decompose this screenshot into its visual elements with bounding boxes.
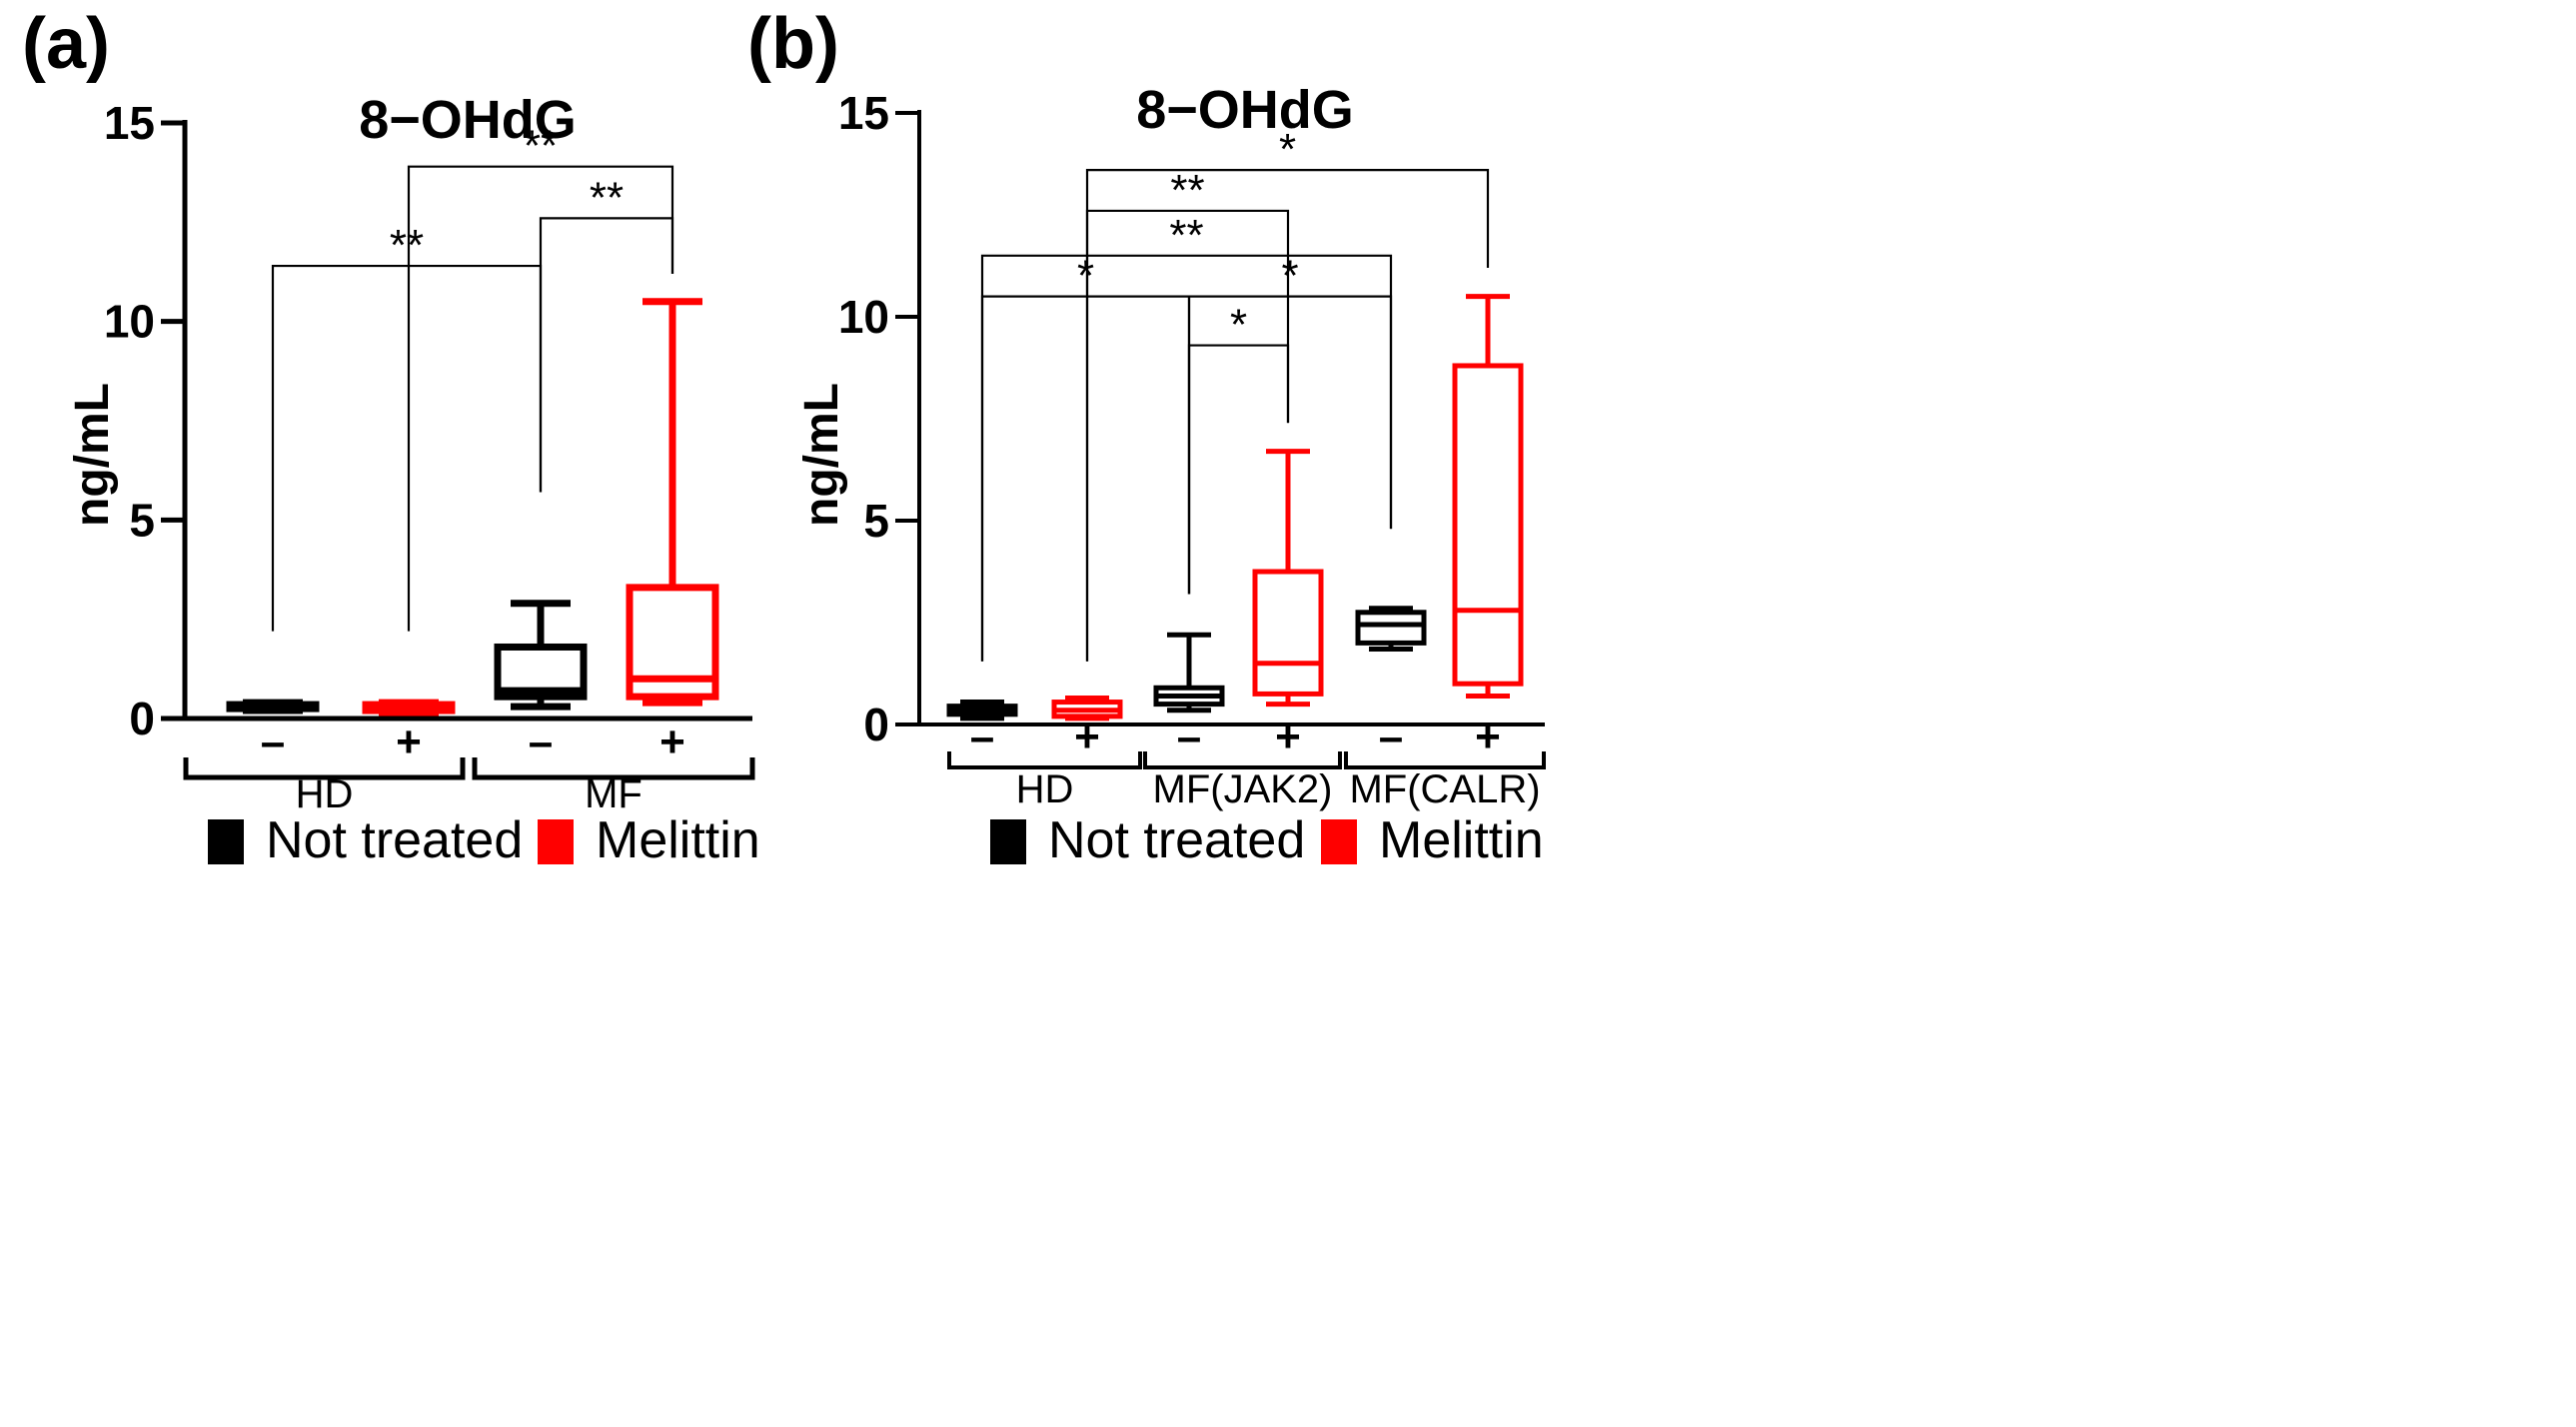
treatment-sign: – xyxy=(1177,713,1201,761)
box-iqr xyxy=(1452,363,1524,687)
y-axis-label: ng/mL xyxy=(66,383,119,527)
treatment-sign: – xyxy=(261,717,285,766)
group-bracket-line xyxy=(183,757,466,780)
box-2 xyxy=(1153,632,1225,714)
legend-item-1: Melittin xyxy=(538,811,760,869)
significance-line xyxy=(271,264,543,632)
group-bracket-line xyxy=(1143,751,1342,769)
box-2 xyxy=(494,600,588,711)
legend-swatch xyxy=(208,819,244,864)
significance-label: * xyxy=(1279,125,1296,174)
treatment-sign: + xyxy=(1475,713,1501,761)
legend-swatch xyxy=(990,819,1026,864)
y-tick-label: 5 xyxy=(863,495,889,547)
significance-label: ** xyxy=(1170,166,1204,215)
chart-title: 8−OHdG xyxy=(1136,80,1354,140)
group-label: MF(JAK2) xyxy=(1153,767,1333,811)
treatment-sign: – xyxy=(529,717,553,766)
legend-label: Not treated xyxy=(266,811,523,869)
box-0 xyxy=(226,699,320,714)
legend-item-1: Melittin xyxy=(1321,811,1544,869)
legend-label: Not treated xyxy=(1048,811,1305,869)
box-0 xyxy=(946,700,1018,721)
y-tick-label: 15 xyxy=(104,97,155,149)
y-tick-label: 15 xyxy=(838,87,889,139)
box-1 xyxy=(1051,695,1123,721)
significance-line xyxy=(980,295,1191,662)
legend-item-0: Not treated xyxy=(990,811,1305,869)
significance-bracket-5: * xyxy=(1085,125,1490,662)
box-4 xyxy=(1355,606,1427,653)
group-bracket-0: HD xyxy=(183,757,466,816)
significance-bracket-1: ** xyxy=(539,173,674,493)
treatment-sign: – xyxy=(1379,713,1403,761)
group-bracket-line xyxy=(472,757,755,780)
significance-line xyxy=(539,217,674,493)
box-3 xyxy=(626,298,719,707)
significance-label: ** xyxy=(390,221,424,270)
box-1 xyxy=(362,699,456,716)
significance-line xyxy=(980,254,1393,662)
significance-label: * xyxy=(1077,252,1094,301)
group-bracket-2: MF(CALR) xyxy=(1344,751,1546,811)
significance-label: ** xyxy=(590,173,624,222)
significance-bracket-0: * xyxy=(980,252,1191,662)
group-bracket-1: MF(JAK2) xyxy=(1143,751,1342,811)
y-axis-label: ng/mL xyxy=(795,383,848,527)
group-bracket-1: MF xyxy=(472,757,755,816)
legend-label: Melittin xyxy=(1379,811,1544,869)
legend-item-0: Not treated xyxy=(208,811,523,869)
y-tick-label: 0 xyxy=(129,693,155,744)
significance-label: * xyxy=(1230,301,1247,350)
box-iqr xyxy=(1355,610,1427,646)
significance-bracket-0: ** xyxy=(271,221,543,632)
significance-line xyxy=(1187,344,1290,595)
legend-swatch xyxy=(1321,819,1357,864)
y-tick-label: 0 xyxy=(863,699,889,750)
group-label: MF xyxy=(585,772,643,816)
panel-label: (b) xyxy=(747,4,839,84)
group-label: HD xyxy=(1016,767,1074,811)
significance-bracket-1: * xyxy=(1187,301,1290,595)
y-tick-label: 10 xyxy=(838,291,889,343)
significance-label: ** xyxy=(1169,211,1203,260)
box-iqr xyxy=(1252,569,1324,697)
significance-line xyxy=(407,165,674,632)
y-tick-label: 5 xyxy=(129,494,155,546)
treatment-sign: + xyxy=(1275,713,1301,761)
treatment-sign: + xyxy=(1074,713,1100,761)
significance-label: * xyxy=(1281,252,1298,301)
panel-a: (a) 8−OHdG 0 5 10 15 ng/mL ** ** ** – + – + HD MF Not tr… xyxy=(22,4,760,869)
treatment-sign: + xyxy=(659,717,685,766)
significance-bracket-2: ** xyxy=(407,122,674,632)
legend-label: Melittin xyxy=(596,811,760,869)
group-bracket-line xyxy=(947,751,1142,769)
group-bracket-0: HD xyxy=(947,751,1142,811)
box-5 xyxy=(1452,294,1524,699)
significance-bracket-3: ** xyxy=(980,211,1393,662)
significance-label: ** xyxy=(524,122,558,171)
group-label: HD xyxy=(296,772,354,816)
chart-title: 8−OHdG xyxy=(359,90,577,150)
significance-line xyxy=(1085,169,1490,662)
treatment-sign: – xyxy=(970,713,994,761)
group-bracket-line xyxy=(1344,751,1546,769)
group-label: MF(CALR) xyxy=(1349,767,1540,811)
panel-label: (a) xyxy=(22,4,110,84)
legend-swatch xyxy=(538,819,574,864)
treatment-sign: + xyxy=(396,717,422,766)
y-tick-label: 10 xyxy=(104,296,155,348)
box-3 xyxy=(1252,449,1324,708)
